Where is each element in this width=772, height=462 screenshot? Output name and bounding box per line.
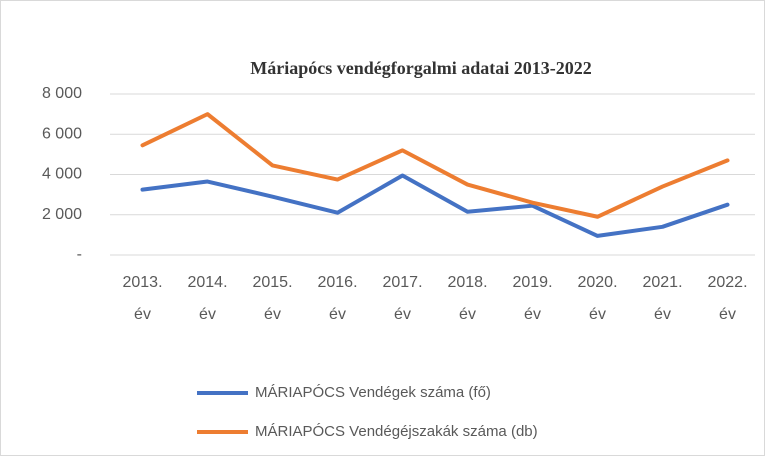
x-tick-label: 2020. év <box>577 274 617 323</box>
x-tick-label: 2022. év <box>707 274 747 323</box>
legend-label: MÁRIAPÓCS Vendégek száma (fő) <box>255 384 491 401</box>
chart-title: Máriapócs vendégforgalmi adatai 2013-202… <box>250 58 591 78</box>
x-tick-label: 2019. év <box>512 274 552 323</box>
y-tick-label: 6 000 <box>42 125 82 142</box>
y-tick-label: 2 000 <box>42 206 82 223</box>
legend-label: MÁRIAPÓCS Vendégéjszakák száma (db) <box>255 423 538 440</box>
x-tick-label: 2017. év <box>382 274 422 323</box>
y-tick-label: 8 000 <box>42 85 82 102</box>
x-tick-label: 2016. év <box>317 274 357 323</box>
x-tick-label: 2013. év <box>122 274 162 323</box>
data-line <box>140 173 730 238</box>
data-line <box>140 112 730 219</box>
y-tick-label: - <box>77 246 82 263</box>
x-tick-label: 2018. év <box>447 274 487 323</box>
y-tick-label: 4 000 <box>42 166 82 183</box>
chart-border <box>0 0 765 456</box>
x-tick-label: 2015. év <box>252 274 292 323</box>
x-tick-label: 2021. év <box>642 274 682 323</box>
x-tick-label: 2014. év <box>187 274 227 323</box>
